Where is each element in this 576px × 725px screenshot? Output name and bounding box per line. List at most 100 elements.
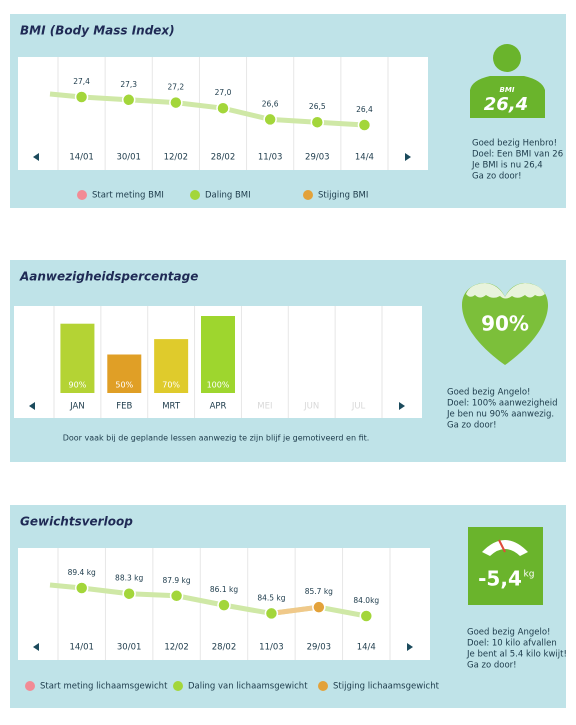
message-line: Doel: 10 kilo afvallen bbox=[467, 639, 557, 649]
data-point bbox=[169, 589, 184, 603]
data-point bbox=[121, 93, 136, 107]
message-line: Goed bezig Angelo! bbox=[447, 388, 530, 398]
bar bbox=[107, 354, 142, 393]
message-line: Je ben nu 90% aanwezig. bbox=[446, 410, 554, 420]
data-point bbox=[217, 598, 231, 612]
value-label: 27,2 bbox=[168, 83, 185, 92]
value-label: 88.3 kg bbox=[115, 574, 143, 583]
x-tick-label: 29/03 bbox=[305, 153, 330, 163]
legend-swatch bbox=[190, 190, 200, 200]
data-point bbox=[310, 115, 325, 129]
x-tick-label: 11/03 bbox=[259, 643, 284, 653]
x-tick-label: 14/4 bbox=[357, 643, 376, 653]
legend-label: Stijging lichaamsgewicht bbox=[333, 682, 440, 692]
legend-swatch bbox=[77, 190, 87, 200]
message-line: Je BMI is nu 26,4 bbox=[471, 161, 543, 171]
prev-arrow[interactable] bbox=[29, 402, 35, 410]
value-label: 89.4 kg bbox=[68, 568, 96, 577]
legend-swatch bbox=[303, 190, 313, 200]
panel-title: Aanwezigheidspercentage bbox=[19, 270, 198, 284]
message-line: Ga zo door! bbox=[467, 661, 517, 671]
avatar-body bbox=[470, 76, 545, 118]
scale-dial bbox=[482, 540, 528, 556]
next-arrow[interactable] bbox=[399, 402, 405, 410]
x-tick-label: JAN bbox=[69, 402, 85, 412]
x-tick-label: 30/01 bbox=[116, 153, 141, 163]
x-tick-label: MRT bbox=[162, 402, 181, 412]
next-arrow[interactable] bbox=[407, 643, 413, 651]
legend-label: Daling BMI bbox=[205, 191, 251, 201]
x-tick-label: 12/02 bbox=[164, 643, 189, 653]
x-tick-label: 29/03 bbox=[307, 643, 332, 653]
legend-swatch bbox=[25, 681, 35, 691]
message-line: Je bent al 5.4 kilo kwijt! bbox=[466, 650, 567, 660]
data-point bbox=[264, 606, 279, 621]
message-line: Doel: 100% aanwezigheid bbox=[447, 399, 557, 409]
x-tick-label: 12/02 bbox=[164, 153, 189, 163]
value-label: 100% bbox=[207, 381, 230, 390]
badge-unit: kg bbox=[524, 570, 535, 580]
message-line: Doel: Een BMI van 26 bbox=[472, 150, 563, 160]
badge-value: 90% bbox=[481, 312, 529, 336]
badge-value: 26,4 bbox=[484, 94, 528, 115]
value-label: 87.9 kg bbox=[162, 576, 190, 585]
legend-swatch bbox=[318, 681, 328, 691]
value-label: 90% bbox=[69, 381, 87, 390]
data-point bbox=[74, 90, 89, 104]
rise-segment bbox=[271, 604, 320, 616]
x-tick-label: 28/02 bbox=[212, 643, 237, 653]
data-point bbox=[74, 581, 89, 595]
x-tick-label: APR bbox=[210, 402, 227, 412]
value-label: 84.0kg bbox=[353, 596, 379, 605]
value-label: 26,5 bbox=[309, 102, 326, 111]
value-label: 50% bbox=[115, 381, 133, 390]
x-tick-label: 14/4 bbox=[355, 153, 374, 163]
data-point bbox=[122, 586, 136, 601]
x-tick-label: 14/01 bbox=[69, 643, 94, 653]
value-label: 84.5 kg bbox=[257, 593, 285, 602]
next-arrow[interactable] bbox=[405, 153, 411, 161]
legend-swatch bbox=[173, 681, 183, 691]
message-line: Goed bezig Henbro! bbox=[472, 139, 557, 149]
badge-label: BMI bbox=[500, 86, 515, 94]
heart-badge bbox=[462, 283, 548, 365]
value-label: 70% bbox=[162, 381, 180, 390]
x-tick-label: JUN bbox=[303, 402, 319, 412]
data-point bbox=[312, 600, 326, 614]
x-tick-label: 28/02 bbox=[211, 153, 236, 163]
scale-badge bbox=[468, 527, 543, 605]
x-tick-label: 11/03 bbox=[258, 153, 283, 163]
prev-arrow[interactable] bbox=[33, 643, 39, 651]
legend-label: Start meting lichaamsgewicht bbox=[40, 682, 168, 692]
message-line: Ga zo door! bbox=[472, 172, 522, 182]
x-tick-label: JUL bbox=[351, 402, 366, 412]
value-label: 26,4 bbox=[356, 105, 373, 114]
value-label: 27,0 bbox=[215, 88, 232, 97]
data-point bbox=[359, 609, 374, 623]
caption: Door vaak bij de geplande lessen aanwezi… bbox=[63, 434, 370, 443]
data-point bbox=[263, 112, 277, 127]
bar bbox=[201, 316, 235, 393]
legend-label: Daling van lichaamsgewicht bbox=[188, 682, 308, 692]
data-point bbox=[216, 101, 230, 115]
data-point bbox=[169, 95, 183, 110]
bar bbox=[60, 323, 95, 393]
data-point bbox=[357, 118, 372, 132]
prev-arrow[interactable] bbox=[33, 153, 39, 161]
heart-frost bbox=[466, 283, 545, 299]
x-tick-label: FEB bbox=[116, 402, 132, 412]
legend-label: Start meting BMI bbox=[92, 191, 164, 201]
value-label: 27,4 bbox=[73, 77, 90, 86]
badge-value: -5,4 bbox=[478, 567, 522, 591]
bar bbox=[154, 339, 189, 393]
legend-label: Stijging BMI bbox=[318, 191, 368, 201]
x-tick-label: 30/01 bbox=[117, 643, 142, 653]
value-label: 26,6 bbox=[262, 99, 279, 108]
value-label: 27,3 bbox=[120, 80, 137, 89]
avatar-head bbox=[493, 44, 521, 72]
panel-title: Gewichtsverloop bbox=[20, 515, 133, 529]
message-line: Ga zo door! bbox=[447, 421, 497, 431]
value-label: 86.1 kg bbox=[210, 585, 238, 594]
